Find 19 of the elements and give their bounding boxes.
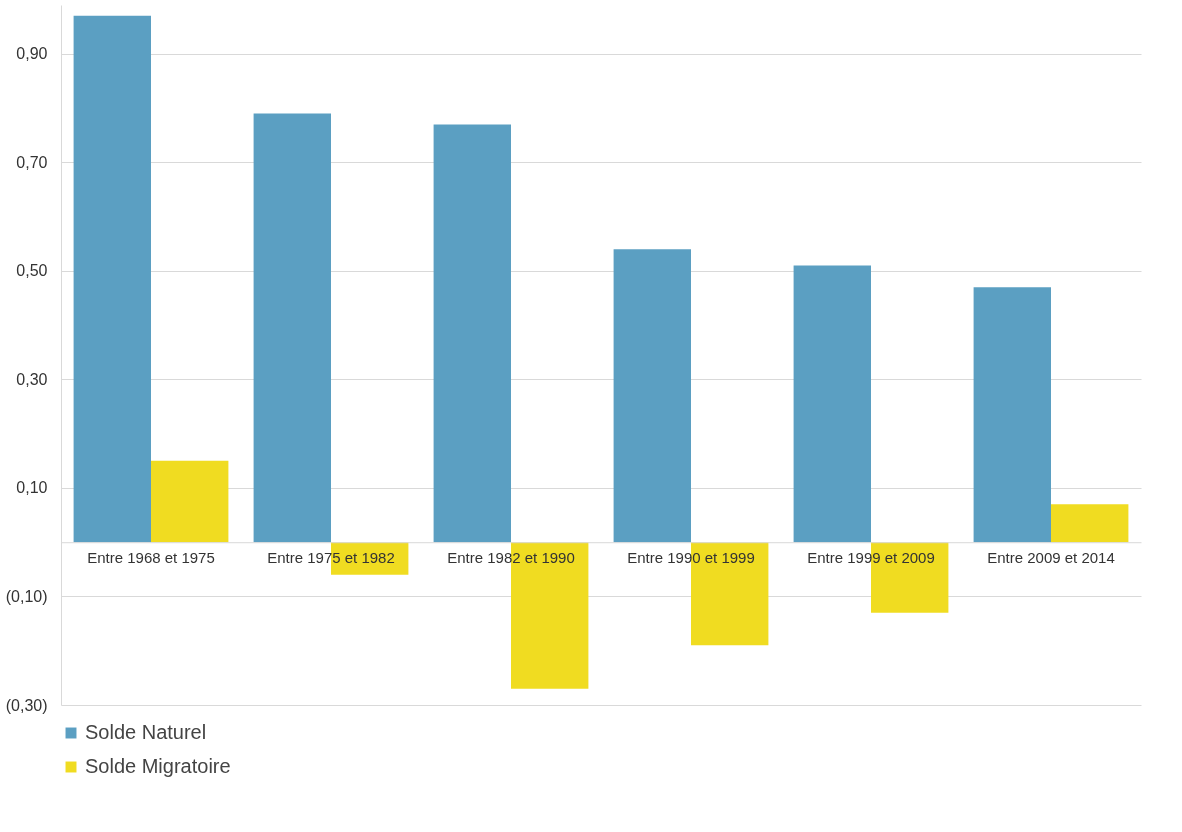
legend-label: Solde Migratoire bbox=[85, 755, 231, 777]
bar bbox=[613, 249, 691, 543]
bar bbox=[1051, 504, 1129, 543]
y-tick-label: 0,50 bbox=[16, 262, 48, 280]
bar bbox=[73, 15, 151, 543]
bar bbox=[253, 113, 331, 543]
x-tick-label: Entre 2009 et 2014 bbox=[987, 548, 1115, 566]
bar bbox=[793, 265, 871, 543]
y-tick-label: (0,10) bbox=[5, 587, 48, 605]
bar bbox=[433, 124, 511, 543]
x-tick-label: Entre 1968 et 1975 bbox=[87, 548, 215, 566]
legend-label: Solde Naturel bbox=[85, 721, 207, 743]
bar bbox=[973, 287, 1051, 543]
y-tick-label: 0,10 bbox=[16, 479, 48, 497]
y-tick-label: 0,70 bbox=[16, 153, 48, 171]
bar bbox=[151, 460, 229, 543]
y-tick-label: 0,90 bbox=[16, 45, 48, 63]
y-tick-label: (0,30) bbox=[5, 696, 48, 714]
y-tick-label: 0,30 bbox=[16, 370, 48, 388]
